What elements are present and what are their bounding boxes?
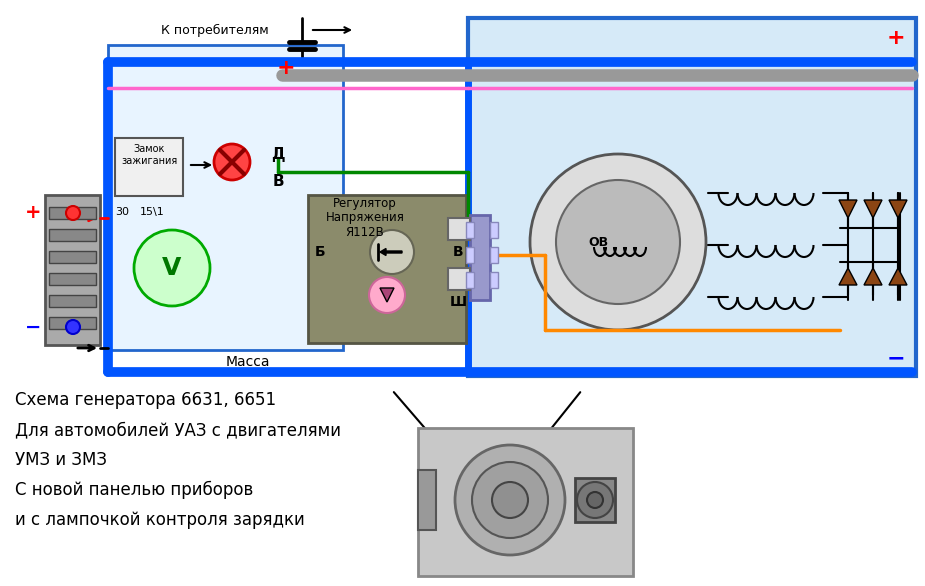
Bar [108, 45, 343, 350]
Circle shape [214, 144, 250, 180]
Bar [418, 470, 436, 530]
Polygon shape [864, 200, 882, 218]
Bar [448, 218, 470, 240]
Bar [49, 273, 96, 285]
Bar [115, 138, 183, 196]
Bar [468, 18, 916, 376]
Text: Ш: Ш [450, 295, 466, 309]
Bar [418, 428, 633, 576]
Bar [466, 247, 474, 263]
Circle shape [370, 230, 414, 274]
Text: ОВ: ОВ [588, 236, 608, 248]
Polygon shape [864, 268, 882, 285]
Text: +: + [25, 203, 42, 223]
Text: УМЗ и ЗМЗ: УМЗ и ЗМЗ [15, 451, 107, 469]
Bar [49, 251, 96, 263]
Bar [448, 268, 470, 290]
Text: В: В [452, 245, 463, 259]
Bar [470, 215, 490, 300]
Polygon shape [839, 268, 857, 285]
Text: С новой панелью приборов: С новой панелью приборов [15, 481, 253, 499]
Bar [490, 222, 498, 238]
Polygon shape [839, 200, 857, 218]
Text: 15\1: 15\1 [140, 207, 165, 217]
Circle shape [587, 492, 603, 508]
Circle shape [455, 445, 565, 555]
Text: Б: Б [314, 245, 326, 259]
Bar [49, 207, 96, 219]
Circle shape [134, 230, 210, 306]
Text: −: − [887, 348, 906, 368]
Bar [490, 247, 498, 263]
Text: Для автомобилей УАЗ с двигателями: Для автомобилей УАЗ с двигателями [15, 421, 341, 439]
Circle shape [530, 154, 706, 330]
Text: и с лампочкой контроля зарядки: и с лампочкой контроля зарядки [15, 511, 304, 529]
Text: −: − [25, 318, 42, 336]
FancyArrow shape [380, 248, 402, 255]
Bar [466, 272, 474, 288]
Polygon shape [889, 268, 907, 285]
Bar [45, 195, 100, 345]
Bar [49, 229, 96, 241]
Text: Регулятор
Напряжения
Я112В: Регулятор Напряжения Я112В [326, 196, 404, 240]
Text: V: V [162, 256, 181, 280]
Text: +: + [277, 58, 295, 78]
Circle shape [556, 180, 680, 304]
Text: Замок
зажигания: Замок зажигания [121, 144, 177, 166]
Circle shape [66, 320, 80, 334]
Text: К потребителям: К потребителям [161, 23, 269, 36]
Polygon shape [889, 200, 907, 218]
Text: 30: 30 [115, 207, 129, 217]
Bar [490, 272, 498, 288]
Bar [308, 195, 466, 343]
Circle shape [369, 277, 405, 313]
Text: Схема генератора 6631, 6651: Схема генератора 6631, 6651 [15, 391, 277, 409]
Text: Д: Д [271, 148, 285, 162]
Bar [49, 295, 96, 307]
Circle shape [492, 482, 528, 518]
Text: +: + [887, 28, 906, 48]
Bar [49, 317, 96, 329]
Bar [466, 222, 474, 238]
Text: В: В [272, 175, 284, 189]
Circle shape [577, 482, 613, 518]
Circle shape [66, 206, 80, 220]
Polygon shape [380, 288, 394, 302]
Text: Масса: Масса [226, 355, 270, 369]
Bar [575, 478, 615, 522]
Circle shape [472, 462, 548, 538]
